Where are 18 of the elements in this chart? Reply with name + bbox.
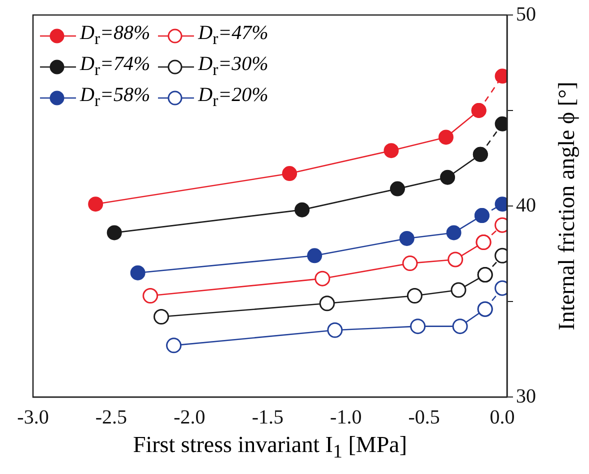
x-axis-title: First stress invariant I$_{1}$ [MPa] [132, 432, 408, 464]
x-tick-label: 0.0 [490, 406, 515, 428]
x-tick-label: -0.5 [408, 406, 440, 428]
legend-label: D$_{r}$=47% [198, 22, 268, 49]
legend-label: D$_{r}$=20% [198, 84, 268, 111]
x-tick-label: -3.0 [17, 406, 49, 428]
y-tick-label: 30 [516, 385, 536, 408]
legend-label: D$_{r}$=74% [80, 53, 150, 80]
y-tick-label: 50 [516, 3, 536, 26]
x-tick-label: -2.5 [95, 406, 128, 428]
y-axis-title: Internal friction angle ϕ [°] [554, 82, 580, 330]
x-tick-label: -2.0 [174, 406, 206, 428]
legend-label: D$_{r}$=30% [198, 53, 268, 80]
y-tick-label: 40 [516, 194, 536, 216]
x-tick-label: -1.0 [330, 406, 362, 428]
legend-label: D$_{r}$=58% [80, 84, 150, 111]
x-tick-label: -1.5 [252, 406, 284, 428]
legend-label: D$_{r}$=88% [80, 22, 150, 49]
